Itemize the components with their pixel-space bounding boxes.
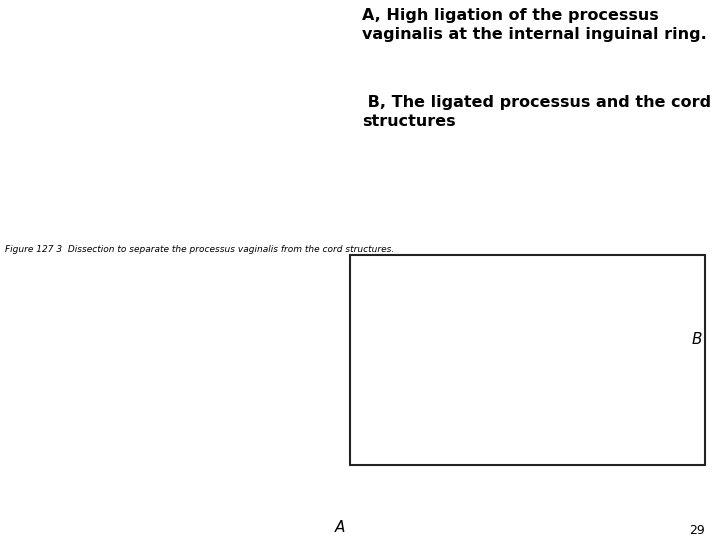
Text: B: B — [692, 333, 703, 348]
Text: B, The ligated processus and the cord
structures: B, The ligated processus and the cord st… — [362, 95, 711, 129]
Text: 29: 29 — [689, 524, 705, 537]
Text: Figure 127 3  Dissection to separate the processus vaginalis from the cord struc: Figure 127 3 Dissection to separate the … — [5, 245, 395, 254]
Text: A: A — [335, 520, 345, 535]
Bar — [350, 255, 705, 465]
Text: A, High ligation of the processus
vaginalis at the internal inguinal ring.: A, High ligation of the processus vagina… — [362, 8, 707, 42]
